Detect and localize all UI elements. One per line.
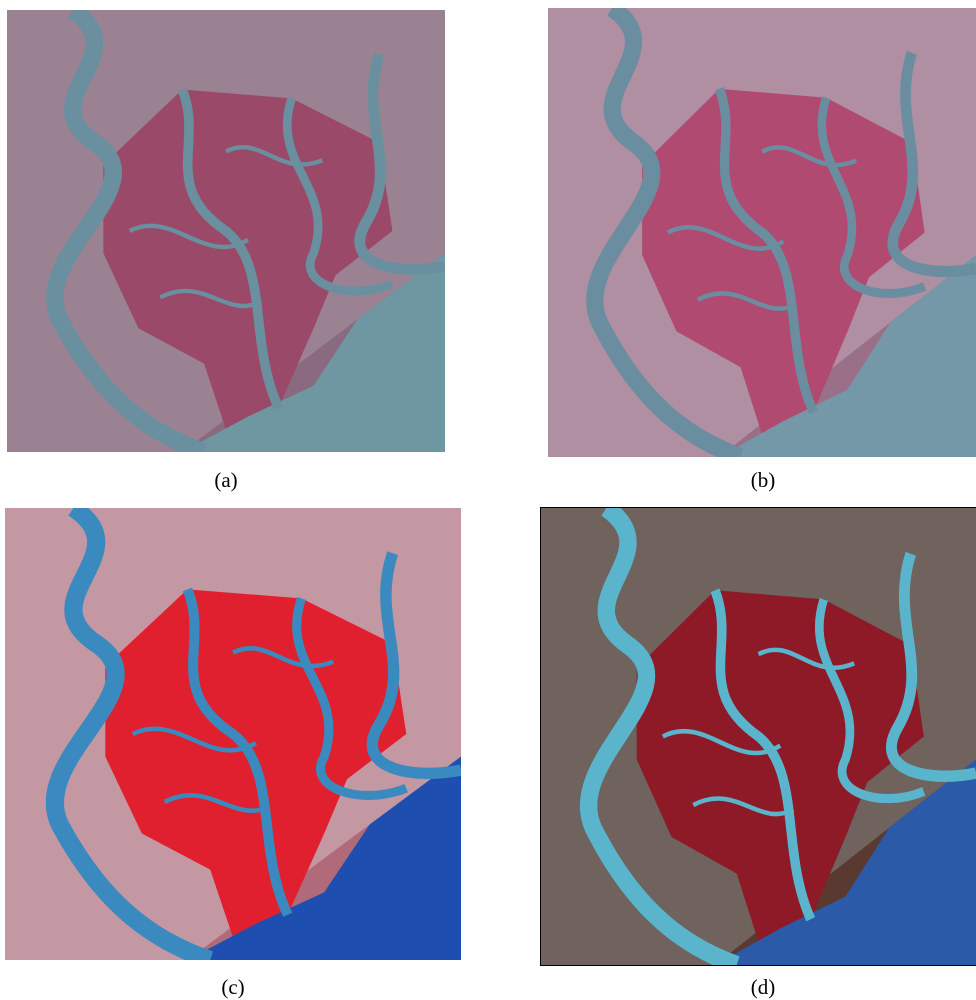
image-render	[541, 508, 976, 965]
satellite-image	[548, 8, 976, 457]
panel-caption: (b)	[723, 468, 803, 493]
panel-caption: (d)	[723, 975, 803, 1000]
panel-caption: (c)	[193, 975, 273, 1000]
image-render	[5, 508, 461, 960]
image-render	[548, 8, 976, 457]
panel-caption: (a)	[186, 468, 266, 493]
satellite-image	[541, 508, 976, 965]
figure-page: {"panels": [ {"label": "(a)"}, {"label":…	[0, 0, 976, 999]
satellite-image	[5, 508, 461, 960]
image-render	[7, 10, 445, 452]
satellite-image	[7, 10, 445, 452]
